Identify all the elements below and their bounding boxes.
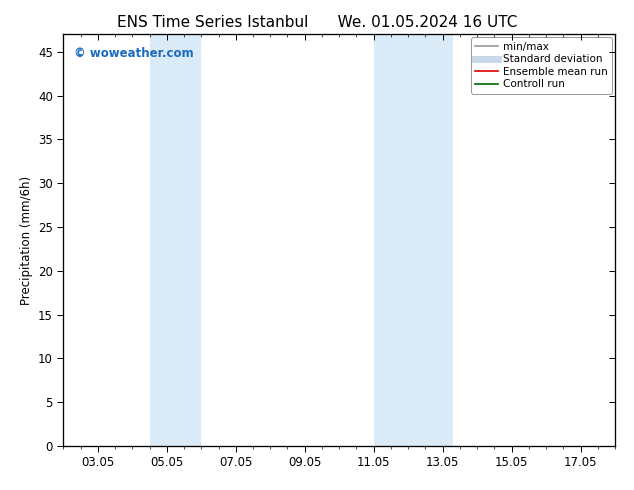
- Y-axis label: Precipitation (mm/6h): Precipitation (mm/6h): [20, 175, 32, 305]
- Legend: min/max, Standard deviation, Ensemble mean run, Controll run: min/max, Standard deviation, Ensemble me…: [470, 37, 612, 94]
- Bar: [373, 34, 453, 446]
- Text: ENS Time Series Istanbul      We. 01.05.2024 16 UTC: ENS Time Series Istanbul We. 01.05.2024 …: [117, 15, 517, 30]
- Text: © woweather.com: © woweather.com: [74, 47, 194, 60]
- Bar: [150, 34, 202, 446]
